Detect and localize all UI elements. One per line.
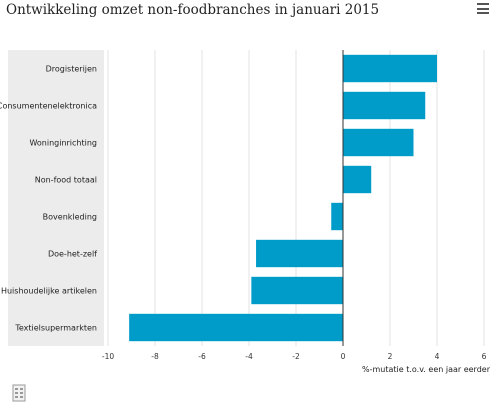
x-tick-label: 2 xyxy=(388,352,393,361)
category-label: Textielsupermarkten xyxy=(14,324,97,333)
x-tick-label: -10 xyxy=(102,352,114,361)
bar[interactable] xyxy=(251,276,343,305)
x-tick-label: -6 xyxy=(198,352,206,361)
category-label: Bovenkleding xyxy=(43,213,97,222)
bar[interactable] xyxy=(343,128,414,157)
x-tick-label: -4 xyxy=(245,352,253,361)
bar[interactable] xyxy=(343,165,372,194)
category-label: Huishoudelijke artikelen xyxy=(1,287,97,296)
category-labels: Drogisterijen Consumentenelektronica Wonin… xyxy=(0,65,97,333)
bar[interactable] xyxy=(343,54,437,83)
category-label: Drogisterijen xyxy=(46,65,97,74)
x-tick-label: 6 xyxy=(482,352,487,361)
bars xyxy=(129,54,437,342)
chart-title: Ontwikkeling omzet non-foodbranches in j… xyxy=(6,2,380,18)
x-tick-label: -2 xyxy=(292,352,300,361)
x-tick-label: 4 xyxy=(435,352,440,361)
bar[interactable] xyxy=(129,313,343,342)
bar[interactable] xyxy=(343,91,426,120)
category-label: Non-food totaal xyxy=(35,176,97,185)
category-label: Doe-het-zelf xyxy=(48,250,97,259)
gridlines xyxy=(107,50,485,346)
category-label: Consumentenelektronica xyxy=(0,102,97,111)
x-axis-title: %-mutatie t.o.v. een jaar eerder xyxy=(362,365,491,374)
bar-chart: Drogisterijen Consumentenelektronica Wonin… xyxy=(0,50,491,374)
category-label: Woninginrichting xyxy=(29,139,97,148)
x-tick-labels: -10 -8 -6 -4 -2 0 2 4 6 xyxy=(102,352,487,361)
bar[interactable] xyxy=(256,239,343,268)
x-tick-label: 0 xyxy=(341,352,346,361)
hamburger-menu-icon[interactable] xyxy=(477,3,489,15)
category-band xyxy=(8,50,104,346)
document-icon[interactable] xyxy=(12,384,26,402)
x-tick-label: -8 xyxy=(151,352,159,361)
bar[interactable] xyxy=(331,202,343,231)
